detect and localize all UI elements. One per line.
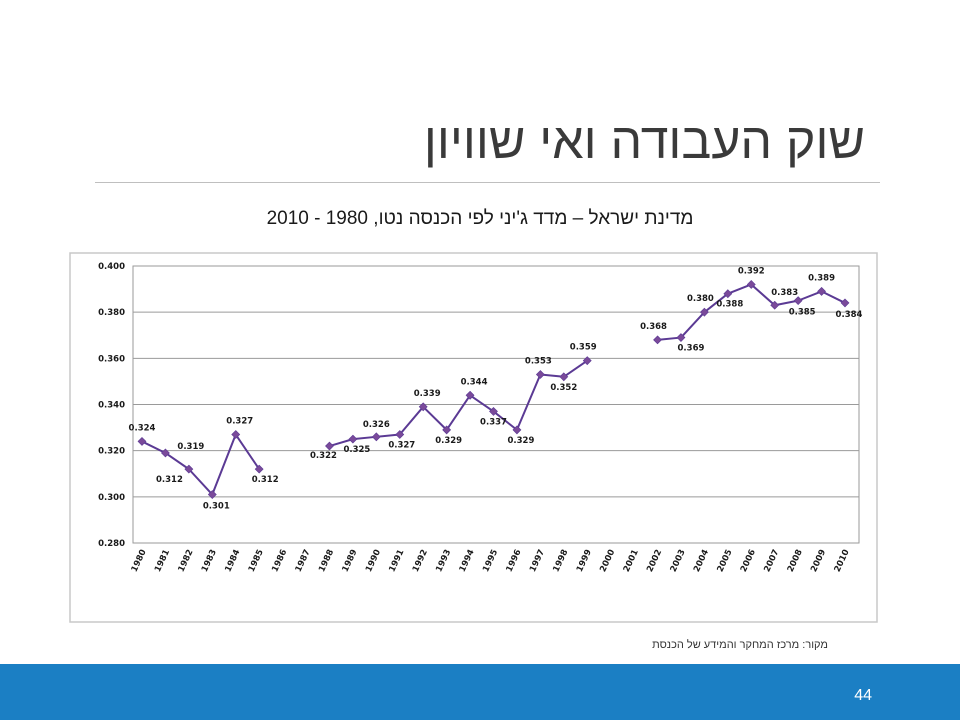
data-point-marker: [559, 372, 569, 382]
data-point-marker: [325, 441, 334, 451]
data-label: 0.322: [310, 451, 337, 461]
data-label: 0.380: [687, 294, 714, 304]
data-point-marker: [184, 464, 194, 474]
y-tick-label: 0.340: [98, 401, 125, 411]
data-label: 0.352: [550, 383, 577, 393]
data-label: 0.384: [836, 310, 863, 320]
source-note: מקור: מרכז המחקר והמידע של הכנסת: [652, 639, 828, 651]
data-point-marker: [770, 300, 780, 310]
series-line-segment: [141, 433, 260, 496]
data-point-marker: [817, 286, 826, 296]
data-point-marker: [723, 289, 733, 299]
data-label: 0.327: [388, 441, 415, 451]
data-point-marker: [348, 434, 358, 444]
data-point-marker: [254, 464, 264, 474]
data-point-marker: [465, 390, 475, 400]
data-point-marker: [161, 448, 170, 458]
title-divider: [95, 182, 880, 183]
data-label: 0.324: [129, 423, 156, 433]
y-tick-label: 0.300: [98, 493, 125, 503]
data-label: 0.329: [435, 436, 462, 446]
data-label: 0.301: [203, 502, 230, 512]
data-label: 0.359: [570, 343, 597, 353]
y-tick-label: 0.380: [98, 308, 125, 318]
gini-chart: 0.280 0.300 0.320 0.340 0.360 0.380 0.400 1980 1…: [67, 250, 882, 628]
data-label: 0.368: [640, 322, 667, 332]
data-label: 0.392: [738, 266, 765, 276]
data-label: 0.383: [771, 288, 798, 298]
data-point-marker: [371, 432, 381, 442]
data-label: 0.369: [678, 344, 705, 354]
data-point-marker: [793, 296, 803, 306]
data-label: 0.326: [363, 420, 390, 430]
data-point-marker: [137, 437, 147, 446]
data-label: 0.337: [480, 417, 507, 427]
data-point-marker: [395, 430, 405, 439]
data-label: 0.329: [507, 436, 534, 446]
data-label: 0.385: [789, 308, 816, 318]
data-point-marker: [231, 430, 241, 439]
data-point-marker: [676, 333, 686, 342]
y-tick-label: 0.280: [98, 539, 125, 549]
data-point-marker: [582, 356, 592, 366]
data-label: 0.325: [343, 445, 370, 455]
data-point-marker: [489, 407, 498, 416]
data-label: 0.327: [226, 417, 253, 427]
data-point-marker: [207, 490, 217, 499]
y-tick-label: 0.400: [98, 262, 125, 272]
data-label: 0.319: [177, 442, 204, 452]
y-tick-label: 0.320: [98, 447, 125, 457]
data-point-marker: [442, 425, 452, 435]
data-point-marker: [653, 335, 662, 345]
data-point-marker: [699, 307, 709, 317]
data-point-marker: [512, 425, 522, 435]
data-point-marker: [418, 402, 428, 412]
data-point-marker: [840, 298, 850, 308]
data-point-marker: [535, 370, 545, 379]
data-label: 0.353: [525, 356, 552, 366]
footer-bar: [0, 664, 960, 720]
chart-caption: מדינת ישראל – מדד ג'יני לפי הכנסה נטו, 1…: [266, 208, 694, 229]
data-label: 0.312: [156, 475, 183, 485]
y-tick-label: 0.360: [98, 354, 125, 364]
page-number: 44: [854, 687, 872, 704]
slide-title: שוק העבודה ואי שוויון: [423, 113, 865, 169]
data-label: 0.312: [252, 475, 279, 485]
data-label: 0.389: [808, 273, 835, 283]
data-label: 0.344: [461, 377, 488, 387]
data-label: 0.339: [414, 389, 441, 399]
data-point-marker: [746, 280, 756, 289]
data-label: 0.388: [716, 300, 743, 310]
